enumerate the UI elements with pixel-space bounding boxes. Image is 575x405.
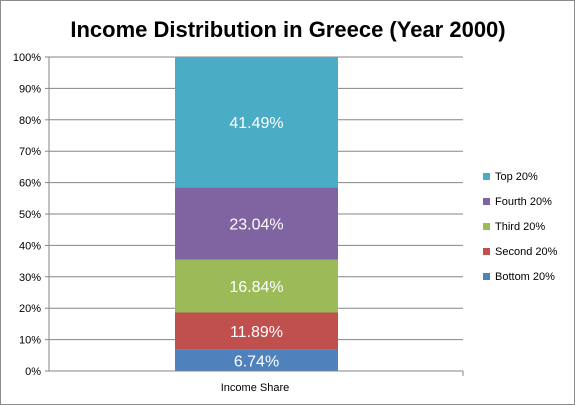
data-label-fourth-20: 23.04% (229, 216, 283, 233)
y-tick-label: 10% (19, 335, 41, 347)
data-label-bottom-20: 6.74% (234, 353, 279, 370)
legend: Top 20% Fourth 20% Third 20% Second 20% Bott… (483, 171, 558, 283)
y-tick-label: 20% (19, 303, 41, 315)
y-tick-label: 60% (19, 178, 41, 190)
y-tick-label: 70% (19, 146, 41, 158)
legend-label-top-20: Top 20% (495, 171, 538, 183)
y-tick-label: 0% (25, 366, 41, 378)
bar-segment-top-20 (175, 57, 338, 188)
legend-swatch-third-20 (483, 223, 490, 230)
data-label-top-20: 41.49% (229, 115, 283, 132)
data-label-third-20: 16.84% (229, 279, 283, 296)
y-tick-label: 50% (19, 209, 41, 221)
legend-swatch-second-20 (483, 248, 490, 255)
y-tick-label: 40% (19, 240, 41, 252)
y-tick-label: 80% (19, 115, 41, 127)
bar-segment-third-20 (175, 259, 338, 313)
bar-segment-second-20 (175, 312, 338, 350)
legend-swatch-top-20 (483, 173, 490, 180)
y-tick-label: 100% (13, 52, 41, 64)
legend-label-second-20: Second 20% (495, 246, 558, 258)
legend-swatch-bottom-20 (483, 273, 490, 280)
axes: 0% 10% 20% 30% 40% 50% 60% 70% 80% 90% 100% Income … (13, 52, 464, 394)
bar-segment-bottom-20 (175, 349, 338, 371)
chart-title: Income Distribution in Greece (Year 2000… (70, 17, 505, 42)
stacked-bar: 6.74% 11.89% 16.84% 23.04% 41.49% (175, 57, 338, 371)
bar-segment-fourth-20 (175, 187, 338, 260)
data-label-second-20: 11.89% (230, 324, 283, 341)
y-tick-label: 30% (19, 272, 41, 284)
legend-swatch-fourth-20 (483, 198, 490, 205)
x-tick-label: Income Share (221, 382, 289, 394)
legend-label-fourth-20: Fourth 20% (495, 196, 552, 208)
legend-label-third-20: Third 20% (495, 221, 545, 233)
y-tick-label: 90% (19, 83, 41, 95)
legend-label-bottom-20: Bottom 20% (495, 271, 555, 283)
